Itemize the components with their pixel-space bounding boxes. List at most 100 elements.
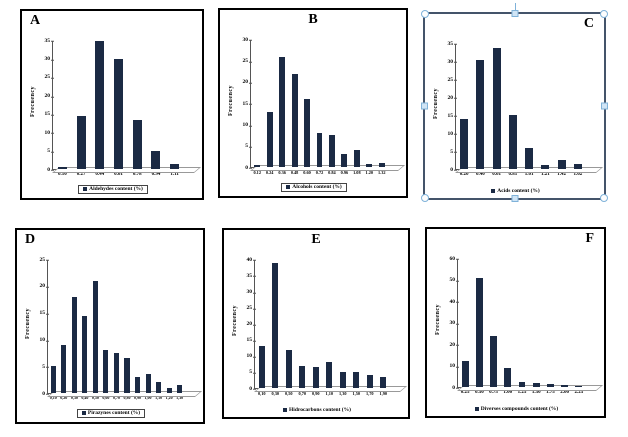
bar-slot xyxy=(489,44,505,169)
x-tick-label: 2.25 xyxy=(574,390,584,395)
chart-panel-c[interactable]: C Frecuency 0 5 10 15 20 25 30 35 0.20 0.40 0.61 0… xyxy=(421,3,608,202)
bar xyxy=(170,163,180,169)
bar-slot xyxy=(363,260,377,388)
y-tick-label: 15 xyxy=(242,100,252,107)
x-axis-labels: 0.10 0.27 0.44 0.61 0.78 0.94 1.11 xyxy=(53,172,184,181)
x-tick-label: 0.12 xyxy=(253,170,261,175)
y-tick-label: 40 xyxy=(246,256,256,263)
bar xyxy=(50,366,56,393)
selection-handle-bottom-left[interactable] xyxy=(421,194,429,202)
bar xyxy=(541,165,550,169)
bar xyxy=(132,119,142,169)
selection-handle-bottom-middle[interactable] xyxy=(511,195,518,202)
x-tick-label: 0,30 xyxy=(271,391,280,396)
bar-slot xyxy=(376,40,388,167)
bar-slot xyxy=(505,44,521,169)
y-axis-label: Frecuency xyxy=(433,87,439,119)
selection-handle-middle-left[interactable] xyxy=(421,102,428,110)
x-tick-label: 1.11 xyxy=(170,172,179,177)
x-tick-label: 0.61 xyxy=(492,172,501,177)
y-tick-label: 25 xyxy=(44,74,54,81)
bar-slot xyxy=(296,260,310,388)
bar xyxy=(134,377,141,393)
bar xyxy=(476,60,485,169)
bar xyxy=(177,385,183,393)
y-tick-label: 30 xyxy=(246,288,256,295)
bar-slot xyxy=(276,40,288,167)
bar xyxy=(461,361,469,387)
x-tick-label: 0,70 xyxy=(298,391,307,396)
y-tick-label: 25 xyxy=(39,256,49,263)
y-tick-label: 30 xyxy=(447,58,457,65)
selection-handle-top-right[interactable] xyxy=(600,10,608,18)
selection-handle-bottom-right[interactable] xyxy=(600,194,608,202)
bar xyxy=(156,382,162,393)
x-tick-label: 0,40 xyxy=(81,395,89,400)
y-tick-label: 15 xyxy=(246,336,256,343)
bar xyxy=(95,41,105,169)
bar-slot xyxy=(90,41,109,169)
bar xyxy=(266,111,273,167)
bar-slot xyxy=(80,260,91,393)
bar-slot xyxy=(326,40,338,167)
bar-slot xyxy=(174,260,185,393)
x-tick-label: 1,30 xyxy=(176,395,184,400)
x-axis-labels: 0.25 0.50 0.75 1.00 1.25 1.50 1.75 2.00 2.25 xyxy=(458,390,586,399)
x-tick-label: 0.96 xyxy=(340,170,349,175)
selection-handle-middle-right[interactable] xyxy=(601,102,608,110)
x-tick-label: 2.00 xyxy=(560,390,570,395)
bar xyxy=(57,167,67,169)
x-tick-label: 1.62 xyxy=(573,172,583,177)
y-axis-ticks: 0 5 10 15 20 25 xyxy=(33,256,49,397)
bar xyxy=(532,382,540,387)
bar xyxy=(460,119,469,169)
x-tick-label: 1,00 xyxy=(144,395,152,400)
x-axis-labels: 0,10 0,20 0,30 0,40 0,50 0,60 0,70 0,80 0,90 1,00… xyxy=(48,395,185,405)
y-axis-ticks: 0 5 10 15 20 25 30 35 40 xyxy=(240,256,256,391)
bar-slot xyxy=(515,259,529,387)
x-tick-label: 0.61 xyxy=(114,172,123,177)
x-tick-label: 1.25 xyxy=(517,390,527,395)
bar xyxy=(508,115,517,169)
bar-slot xyxy=(472,44,488,169)
bar-slot xyxy=(132,260,143,393)
y-tick-label: 20 xyxy=(39,283,49,290)
rotation-handle-stem[interactable] xyxy=(514,3,516,11)
bar xyxy=(92,281,98,393)
selection-handle-top-left[interactable] xyxy=(421,10,429,18)
chart-panel-f[interactable]: F Frecuency 0 10 20 30 40 50 60 0.25 0.50 0.75 1.… xyxy=(425,227,606,418)
y-tick-label: 10 xyxy=(44,129,54,136)
legend-swatch-icon xyxy=(286,185,291,190)
chart-panel-b[interactable]: B Frecuency 0 5 10 15 20 25 30 0.12 0.24 0.36 0.4… xyxy=(218,8,408,198)
bar-slot xyxy=(288,40,300,167)
x-axis-labels: 0.20 0.40 0.61 0.81 1.01 1.21 1.42 1.62 xyxy=(456,172,586,181)
plot-area xyxy=(455,44,604,173)
x-tick-label: 0,30 xyxy=(70,395,78,400)
selection-handle-top-middle[interactable] xyxy=(511,10,518,17)
bar-slot xyxy=(122,260,133,393)
legend-label: Alcohols content (%) xyxy=(292,183,342,190)
chart-panel-a[interactable]: A Frecuency 0 5 10 15 20 25 30 35 0.10 0.27 0.44 0… xyxy=(20,9,204,200)
chart-panel-d[interactable]: D Frecuency 0 5 10 15 20 25 0,10 0,20 0,30 0,40 0… xyxy=(15,228,205,424)
bars xyxy=(458,259,586,387)
bar-slot xyxy=(456,44,472,169)
bar-slot xyxy=(554,44,570,169)
bar xyxy=(316,133,323,167)
y-tick-label: 0 xyxy=(42,390,49,397)
bar xyxy=(547,383,554,387)
bar xyxy=(341,154,348,167)
y-tick-label: 25 xyxy=(242,57,252,64)
bar-slot xyxy=(69,260,80,393)
bar xyxy=(504,367,512,387)
legend: Acids content (%) xyxy=(491,188,540,195)
y-tick-label: 20 xyxy=(246,320,256,327)
chart-panel-e[interactable]: E Frecuency 0 5 10 15 20 25 30 35 40 0,10 0,30 0,5… xyxy=(222,228,410,419)
y-tick-label: 20 xyxy=(449,341,459,348)
bar-slot xyxy=(147,41,166,169)
x-tick-label: 0.84 xyxy=(328,170,336,175)
bar xyxy=(561,384,569,387)
bar-slot xyxy=(529,259,543,387)
bar-slot xyxy=(521,44,537,169)
x-tick-label: 1,10 xyxy=(155,395,163,400)
bar-slot xyxy=(153,260,164,393)
